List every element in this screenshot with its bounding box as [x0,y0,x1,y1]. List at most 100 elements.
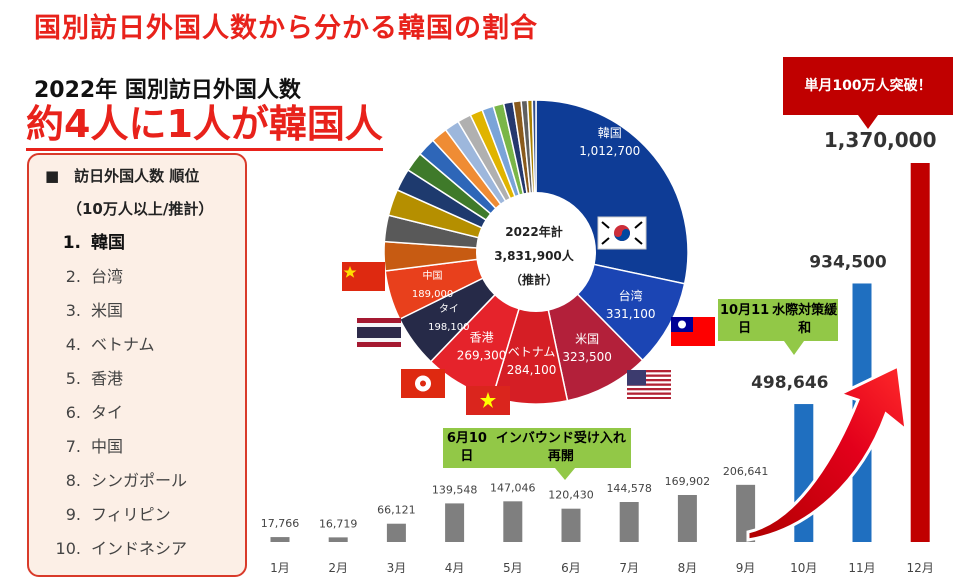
ranking-list: 1. 韓国 2. 台湾 3. 米国 4. ベトナム 5. 香港 6. タイ 7. 中国 8. シンガポール 9.… [45,226,245,566]
x-tick-label: 6月 [561,561,581,575]
x-tick-label: 10月 [790,561,817,575]
pie-center-label: （推計） [510,272,558,287]
ranking-item: 5. 香港 [45,362,245,396]
ranking-number: 4. [65,335,81,354]
ranking-item: 9. フィリピン [45,498,245,532]
ranking-number: 9. [65,505,81,524]
bar-value-label: 139,548 [432,483,478,496]
bar-value-label: 1,370,000 [824,128,937,152]
bar-12 [910,163,930,542]
pie-chart: 韓国 1,012,700 台湾 331,100 米国 323,500 ベトナム 284,100… [383,99,689,405]
ranking-number: 7. [65,437,81,456]
pie-slice-value: 1,012,700 [579,144,640,158]
bar-value-label: 66,121 [377,504,416,517]
usa-flag-icon [627,370,671,399]
bar-value-label: 120,430 [548,489,594,502]
pie-slice-name: 米国 [575,332,599,346]
bar-8 [677,494,697,542]
callout-text-line: 10月11日 [720,303,770,336]
bar-value-label: 498,646 [751,373,828,393]
callout-october-pointer [784,341,804,355]
pie-slice-name: 中国 [423,269,443,282]
ranking-country: 米国 [91,301,124,320]
bar-5 [503,501,523,542]
bar-value-label: 17,766 [261,517,300,530]
callout-december-million: 単月 100万人突破！ [783,57,953,115]
bar-value-label: 169,902 [665,475,711,488]
china-flag-icon [342,262,385,291]
ranking-item: 7. 中国 [45,430,245,464]
headline: 約4人に1人が韓国人 [26,100,383,151]
pie-slice-value: 284,100 [507,363,557,377]
ranking-item: 6. タイ [45,396,245,430]
ranking-country: ベトナム [91,335,155,354]
pie-slice-name: 台湾 [619,288,643,303]
bar-value-label: 147,046 [490,481,536,494]
pie-slice-name: 香港 [470,330,494,344]
callout-june-reopen: 6月10日 インバウンド受け入れ再開 [443,428,631,468]
pie-slice-name: ベトナム [508,345,556,359]
pie-center-label: 3,831,900人 [494,248,575,263]
bar-6 [561,508,581,542]
bar-4 [445,503,465,542]
ranking-item: 8. シンガポール [45,464,245,498]
bar-3 [386,523,406,542]
ranking-country: シンガポール [91,471,188,490]
bar-value-label: 206,641 [723,465,769,478]
page-title: 国別訪日外国人数から分かる韓国の割合 [34,13,538,44]
callout-text-line: 単月 [804,78,833,94]
x-tick-label: 7月 [619,561,639,575]
ranking-item: 2. 台湾 [45,260,245,294]
ranking-country: 韓国 [91,233,125,253]
bar-value-label: 144,578 [606,482,652,495]
ranking-country: タイ [91,403,124,422]
pie-slice-value: 189,000 [412,289,453,300]
korea-flag-icon [597,216,647,250]
chart-subtitle: 2022年 国別訪日外国人数 [34,78,301,103]
ranking-number: 10. [55,539,81,558]
x-tick-label: 2月 [328,561,348,575]
callout-text-line: インバウンド受け入れ再開 [495,431,626,464]
callout-text-line: 6月10日 [446,431,487,464]
ranking-header: ■ 訪日外国人数 順位 [45,167,200,185]
thailand-flag-icon [357,318,401,347]
x-tick-label: 8月 [678,561,698,575]
growth-arrow [746,363,908,542]
taiwan-flag-icon [671,317,715,346]
pie-slice-value: 269,300 [457,348,507,362]
pie-slice-value: 323,500 [562,350,612,364]
x-tick-label: 12月 [907,561,934,575]
ranking-item: 4. ベトナム [45,328,245,362]
ranking-number: 1. [62,233,81,253]
bar-value-label: 934,500 [809,252,887,272]
callout-december-pointer [858,115,878,129]
ranking-country: 台湾 [91,267,124,286]
pie-center-label: 2022年計 [505,224,562,239]
hongkong-flag-icon [401,369,445,398]
x-tick-label: 1月 [270,561,290,575]
callout-october-easing: 10月11日 水際対策緩和 [718,299,838,341]
ranking-item: 1. 韓国 [45,226,245,260]
bar-7 [619,502,639,542]
ranking-country: フィリピン [91,505,171,524]
ranking-note: （10万人以上/推計） [67,200,214,218]
bar-9 [736,484,756,542]
ranking-country: 中国 [91,437,124,456]
x-tick-label: 9月 [736,561,756,575]
ranking-panel: ■ 訪日外国人数 順位 （10万人以上/推計） 1. 韓国 2. 台湾 3. 米国 4. ベト… [27,153,247,577]
flags [342,216,715,415]
bar-1 [270,537,290,542]
growth-arrow-shape [746,363,908,542]
x-tick-label: 4月 [445,561,465,575]
pie-slice-name: 韓国 [598,126,622,140]
callout-text-line: 100万人突破！ [832,78,932,94]
callout-june-pointer [555,468,575,480]
ranking-number: 2. [65,267,81,286]
ranking-item: 10. インドネシア [45,532,245,566]
x-tick-label: 5月 [503,561,523,575]
callout-text-line: 水際対策緩和 [772,303,838,336]
x-tick-label: 11月 [848,561,875,575]
pie-slice-name: タイ [439,303,459,315]
ranking-country: インドネシア [91,539,188,558]
